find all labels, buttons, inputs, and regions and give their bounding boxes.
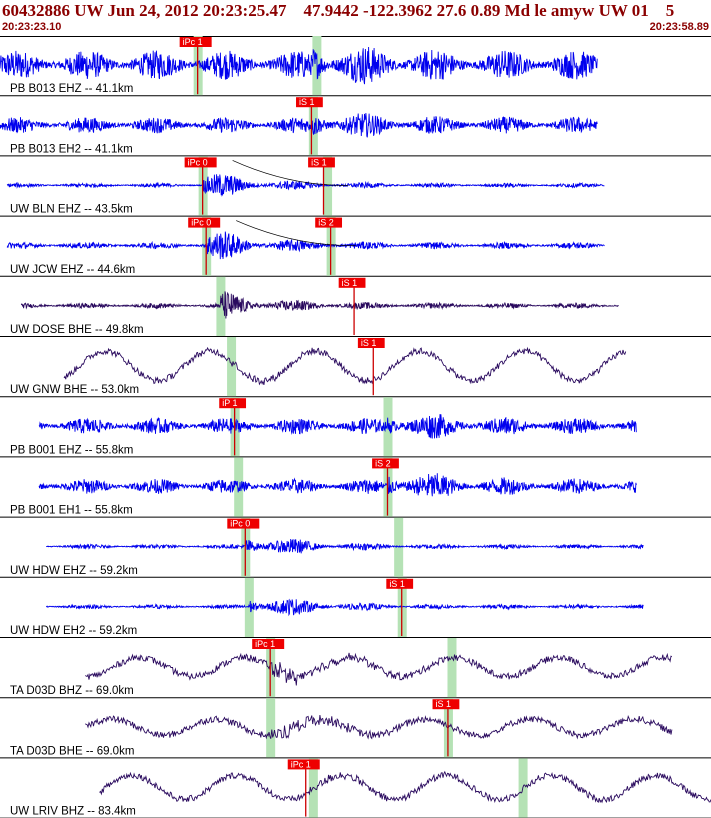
station-label: UW BLN EHZ -- 43.5km (10, 204, 133, 216)
end-time: 20:23:58.89 (649, 21, 709, 33)
trace-panel: iPc 1 PB B013 EHZ -- 41.1km (0, 36, 711, 97)
pick-label: iS 2 (375, 458, 391, 468)
pick-label: iPc 0 (188, 157, 208, 167)
pick-label: iS 1 (361, 338, 377, 348)
pick-flag (252, 639, 285, 649)
waveform-trace (99, 770, 711, 804)
waveform-trace (46, 538, 644, 554)
station-label: PB B013 EHZ -- 41.1km (10, 83, 133, 95)
pick-window (244, 577, 254, 637)
pick-flag (179, 37, 212, 47)
pick-flag (287, 759, 320, 770)
waveform-trace (20, 291, 619, 319)
trace-panel: iPc 1 TA D03D BHZ -- 69.0km (0, 638, 711, 699)
waveform-trace (6, 231, 605, 260)
waveform-trace (0, 113, 598, 138)
pick-window (227, 337, 237, 397)
pick-label: iS 2 (318, 218, 334, 228)
trace-panel: iP 1 PB B001 EHZ -- 55.8km (0, 397, 711, 458)
trace-panel: iS 2 PB B001 EH1 -- 55.8km (0, 457, 711, 518)
pick-label: iS 1 (299, 97, 315, 107)
pick-flag (386, 578, 414, 589)
station-label: UW HDW EH2 -- 59.2km (10, 625, 137, 637)
trace-panel: iS 1 UW GNW BHE -- 53.0km (0, 337, 711, 398)
pick-label: iPc 0 (191, 218, 211, 228)
pick-label: iPc 0 (230, 519, 250, 529)
waveform-trace (6, 174, 605, 197)
station-label: PB B001 EH1 -- 55.8km (10, 505, 133, 517)
waveform-trace (85, 714, 673, 740)
waveform-trace (63, 346, 627, 386)
pick-flag (372, 458, 399, 469)
pick-flag (338, 277, 366, 288)
trace-panel: iS 1 UW DOSE BHE -- 49.8km (0, 276, 711, 337)
pick-window (447, 638, 457, 698)
station-label: TA D03D BHZ -- 69.0km (10, 685, 134, 697)
pick-flag (227, 518, 260, 529)
pick-label: iS 1 (436, 699, 452, 709)
seismogram-plot: iPc 1 PB B013 EHZ -- 41.1km iS 1 PB B013 EH… (0, 36, 711, 818)
pick-flag (184, 157, 217, 168)
station-label: UW GNW BHE -- 53.0km (10, 384, 139, 396)
trace-panel: iS 1 PB B013 EH2 -- 41.1km (0, 96, 711, 157)
pick-flag (188, 217, 221, 228)
pick-label: iPc 1 (255, 639, 275, 649)
trace-panel: iPc 0 iS 1 UW BLN EHZ -- 43.5km (0, 156, 711, 217)
pick-flag (296, 97, 323, 108)
travel-time-curve (236, 220, 356, 246)
pick-label: iS 1 (389, 579, 405, 589)
station-label: UW HDW EHZ -- 59.2km (10, 565, 138, 577)
trace-panel: iPc 0 iS 2 UW JCW EHZ -- 44.6km (0, 216, 711, 277)
pick-label: iP 1 (222, 398, 237, 408)
start-time: 20:23:23.10 (2, 21, 62, 33)
waveform-trace (0, 46, 598, 85)
trace-panels: iPc 1 PB B013 EHZ -- 41.1km iS 1 PB B013 EH… (0, 36, 711, 818)
trace-panel: iPc 1 UW LRIV BHZ -- 83.4km (0, 758, 711, 818)
pick-label: iPc 1 (291, 759, 311, 769)
trace-panel: iPc 0 UW HDW EHZ -- 59.2km (0, 517, 711, 578)
event-title: 60432886 UW Jun 24, 2012 20:23:25.47 47.… (2, 1, 675, 20)
waveform-trace (85, 652, 673, 686)
station-label: UW DOSE BHE -- 49.8km (10, 324, 144, 336)
trace-panel: iS 1 UW HDW EH2 -- 59.2km (0, 577, 711, 638)
pick-label: iS 1 (342, 278, 358, 288)
pick-flag (315, 217, 343, 228)
pick-window (308, 96, 318, 156)
pick-label: iPc 1 (183, 37, 203, 47)
pick-window (266, 698, 276, 758)
trace-panel: iS 1 TA D03D BHE -- 69.0km (0, 698, 711, 759)
pick-flag (357, 338, 385, 348)
waveform-trace (38, 473, 637, 497)
station-label: UW JCW EHZ -- 44.6km (10, 264, 135, 276)
pick-window (308, 758, 318, 818)
pick-flag (432, 699, 460, 710)
pick-flag (219, 398, 247, 409)
station-label: PB B001 EHZ -- 55.8km (10, 444, 133, 456)
waveform-trace (45, 598, 644, 617)
pick-flag (308, 157, 335, 168)
pick-window (216, 276, 226, 336)
station-label: UW LRIV BHZ -- 83.4km (10, 806, 136, 818)
record-header: 60432886 UW Jun 24, 2012 20:23:25.47 47.… (0, 0, 711, 37)
waveform-trace (38, 414, 637, 439)
travel-time-curve (232, 160, 349, 186)
station-label: PB B013 EH2 -- 41.1km (10, 143, 133, 155)
pick-window (234, 457, 244, 517)
station-label: TA D03D BHE -- 69.0km (10, 745, 134, 757)
pick-label: iS 1 (311, 157, 327, 167)
